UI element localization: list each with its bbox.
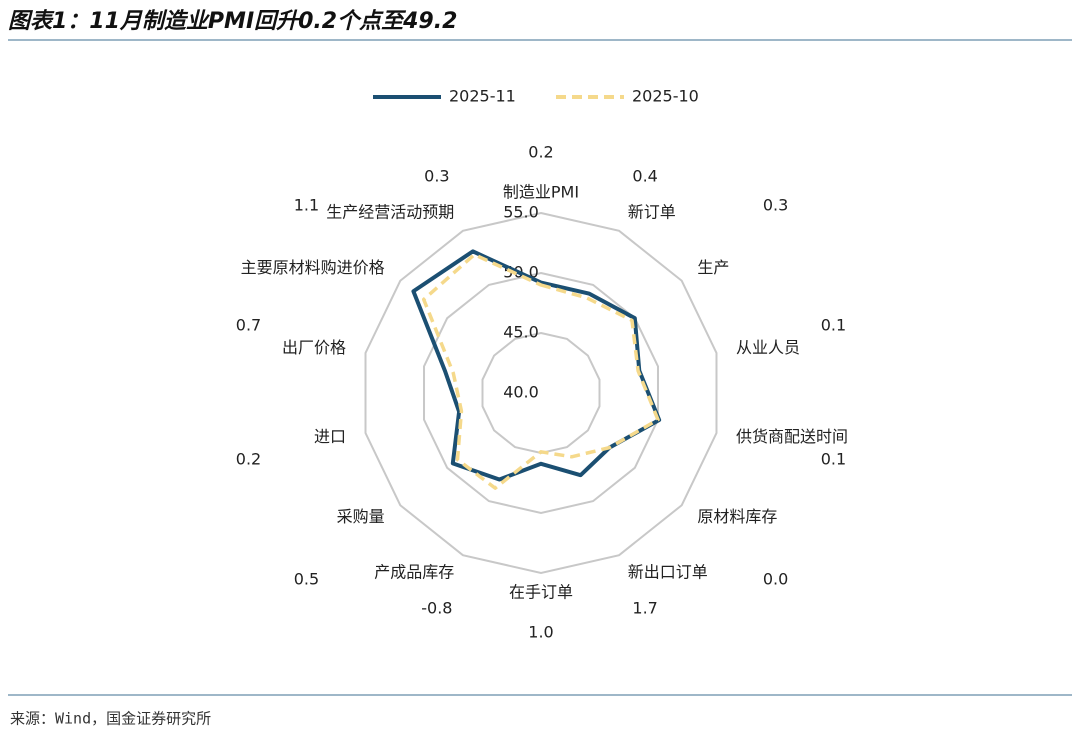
category-label: 产成品库存	[374, 563, 454, 582]
source: 来源：Wind，国金证券研究所	[10, 710, 211, 728]
category-label: 供货商配送时间	[736, 427, 848, 446]
change-label: 1.1	[294, 195, 319, 214]
category-label: 生产	[697, 258, 729, 277]
change-label: 0.2	[236, 449, 261, 468]
category-label: 采购量	[337, 507, 385, 526]
category-label: 在手订单	[509, 583, 573, 602]
change-label: 0.1	[821, 449, 846, 468]
tick-label: 40.0	[503, 383, 539, 402]
legend-label: 2025-10	[632, 87, 699, 106]
change-label: 0.1	[821, 316, 846, 335]
change-label: 0.7	[236, 316, 261, 335]
tick-label: 55.0	[503, 203, 539, 222]
category-label: 新订单	[628, 202, 676, 221]
change-label: 1.7	[632, 599, 657, 618]
change-label: 0.3	[424, 166, 449, 185]
grid-ring	[481, 331, 601, 455]
legend-label: 2025-11	[449, 87, 516, 106]
category-label: 生产经营活动预期	[326, 202, 454, 221]
series-line	[411, 249, 662, 482]
tick-label: 45.0	[503, 323, 539, 342]
category-label: 从业人员	[736, 338, 800, 357]
change-label: 0.4	[632, 166, 657, 185]
category-label: 主要原材料购进价格	[241, 258, 385, 277]
category-label: 进口	[314, 427, 346, 446]
change-label: 0.2	[528, 143, 553, 162]
category-label: 出厂价格	[282, 338, 346, 357]
category-label: 原材料库存	[697, 507, 777, 526]
change-label: 0.5	[294, 570, 319, 589]
category-label: 新出口订单	[628, 563, 708, 582]
title: 图表1：11月制造业PMI回升0.2个点至49.2	[8, 8, 457, 34]
change-label: -0.8	[421, 599, 452, 618]
change-label: 0.3	[763, 195, 788, 214]
change-label: 0.0	[763, 570, 788, 589]
series-line	[421, 252, 660, 490]
grid-ring	[364, 211, 718, 575]
category-label: 制造业PMI	[503, 183, 579, 202]
change-label: 1.0	[528, 623, 553, 642]
